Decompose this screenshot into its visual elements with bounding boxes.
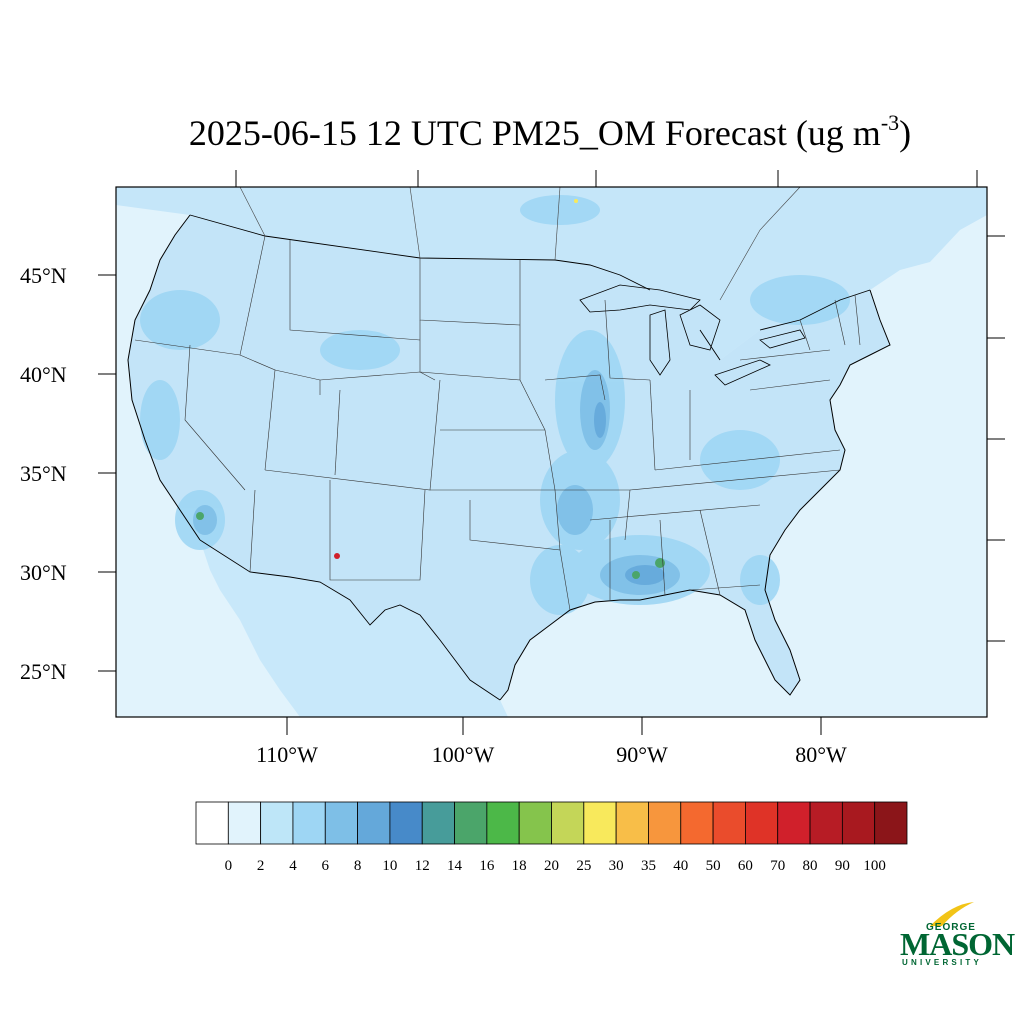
colorbar-swatch bbox=[195, 801, 229, 845]
us-mexico-border bbox=[199, 539, 501, 701]
colorbar-swatch bbox=[777, 801, 811, 845]
top-ticks bbox=[235, 170, 978, 187]
colorbar-level-label: 0 bbox=[225, 858, 233, 874]
colorbar-level-label: 10 bbox=[382, 858, 397, 874]
colorbar-swatch bbox=[227, 801, 262, 845]
lon-label: 80°W bbox=[795, 742, 847, 767]
colorbar-level-label: 18 bbox=[512, 858, 527, 874]
lat-label: 35°N bbox=[20, 461, 67, 486]
colorbar-level-label: 35 bbox=[641, 858, 656, 874]
colorbar-level-label: 80 bbox=[803, 858, 818, 874]
colorbar-level-label: 70 bbox=[770, 858, 785, 874]
colorbar-level-label: 60 bbox=[738, 858, 753, 874]
logo-main-text: MASON bbox=[900, 926, 1015, 962]
colorbar-swatch bbox=[260, 801, 294, 845]
colorbar-swatch bbox=[292, 801, 326, 845]
colorbar-swatch bbox=[389, 801, 423, 845]
longitude-labels: 110°W 100°W 90°W 80°W bbox=[256, 742, 847, 767]
colorbar-level-label: 6 bbox=[322, 858, 330, 874]
colorbar-swatch bbox=[324, 801, 358, 845]
colorbar-level-label: 14 bbox=[447, 858, 463, 874]
colorbar-level-label: 12 bbox=[415, 858, 430, 874]
title-close: ) bbox=[899, 113, 912, 153]
lat-label: 25°N bbox=[20, 659, 67, 684]
colorbar-swatch bbox=[486, 801, 520, 845]
lat-label: 45°N bbox=[20, 263, 67, 288]
page-title: 2025-06-15 12 UTC PM25_OM Forecast (ug m… bbox=[0, 110, 1024, 154]
colorbar-swatch bbox=[583, 801, 617, 845]
colorbar-swatch bbox=[357, 801, 391, 845]
colorbar-swatch bbox=[712, 801, 746, 845]
colorbar-level-label: 40 bbox=[673, 858, 688, 874]
left-ticks bbox=[98, 274, 116, 672]
colorbar-level-label: 20 bbox=[544, 858, 559, 874]
bottom-ticks bbox=[286, 717, 822, 735]
lat-label: 40°N bbox=[20, 362, 67, 387]
colorbar-swatch bbox=[874, 801, 908, 845]
province-borders bbox=[239, 187, 801, 301]
map-frame bbox=[115, 186, 988, 718]
state-borders bbox=[134, 235, 861, 611]
colorbar-level-label: 4 bbox=[289, 858, 297, 874]
lon-label: 110°W bbox=[256, 742, 318, 767]
map-content bbox=[116, 187, 987, 717]
colorbar-swatch bbox=[809, 801, 843, 845]
mexico-land bbox=[200, 540, 508, 717]
colorbar-labels: 0 2 4 6 8 10 12 14 16 18 20 25 30 35 40 50 60 70 80 90 100 bbox=[225, 858, 886, 874]
colorbar-swatch bbox=[648, 801, 682, 845]
logo-bottom-text: UNIVERSITY bbox=[902, 958, 983, 967]
colorbar-swatch bbox=[518, 801, 552, 845]
colorbar-swatch bbox=[745, 801, 779, 845]
colorbar-level-label: 8 bbox=[354, 858, 362, 874]
us-coastline bbox=[127, 214, 891, 701]
title-text: 2025-06-15 12 UTC PM25_OM Forecast (ug m bbox=[188, 113, 881, 153]
logo-top-text: GEORGE bbox=[926, 922, 976, 933]
title-exponent: -3 bbox=[880, 110, 900, 135]
lon-label: 100°W bbox=[432, 742, 495, 767]
colorbar-swatch bbox=[841, 801, 876, 845]
colorbar-swatch bbox=[615, 801, 649, 845]
colorbar-swatch bbox=[551, 801, 585, 845]
colorbar-swatch bbox=[454, 801, 488, 845]
lon-label: 90°W bbox=[616, 742, 668, 767]
lat-label: 30°N bbox=[20, 560, 67, 585]
latitude-labels: 45°N 40°N 35°N 30°N 25°N bbox=[20, 263, 67, 684]
gmu-logo: GEORGE MASON UNIVERSITY bbox=[896, 900, 1015, 970]
great-lakes bbox=[579, 284, 806, 386]
colorbar-level-label: 30 bbox=[609, 858, 624, 874]
right-ticks bbox=[987, 235, 1005, 642]
colorbar bbox=[195, 801, 908, 845]
colorbar-level-label: 50 bbox=[706, 858, 721, 874]
colorbar-level-label: 90 bbox=[835, 858, 850, 874]
colorbar-swatch bbox=[421, 801, 455, 845]
colorbar-level-label: 2 bbox=[257, 858, 265, 874]
colorbar-level-label: 25 bbox=[576, 858, 591, 874]
colorbar-swatch bbox=[680, 801, 714, 845]
colorbar-level-label: 16 bbox=[479, 858, 495, 874]
logo-swoosh-icon bbox=[930, 902, 974, 926]
colorbar-level-label: 100 bbox=[863, 858, 886, 874]
